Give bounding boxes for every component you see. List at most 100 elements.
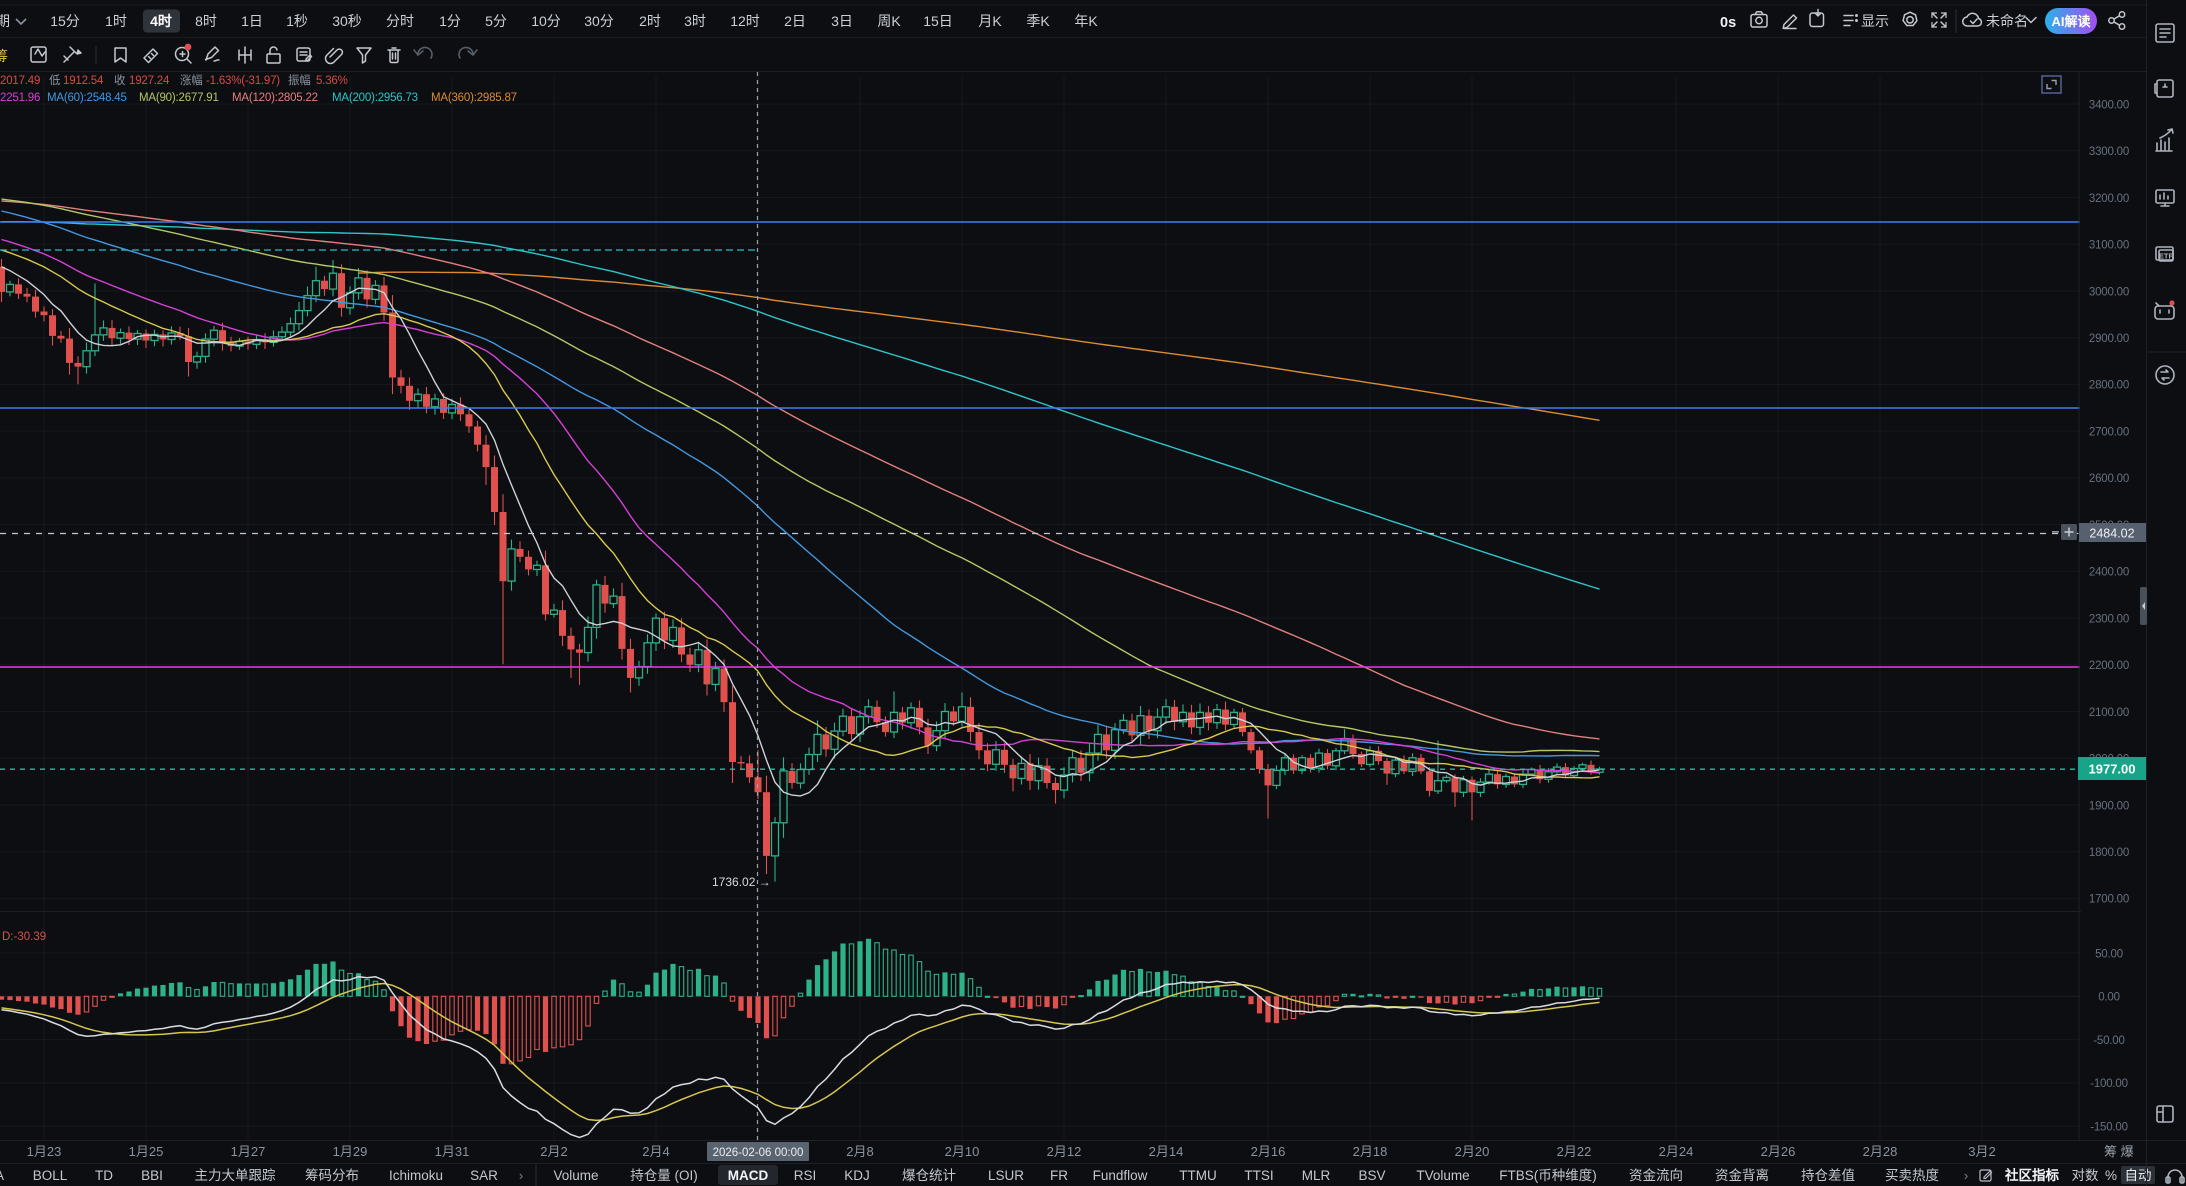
svg-text:资金流向: 资金流向 [1629, 1168, 1683, 1183]
svg-text:收: 收 [114, 73, 126, 87]
svg-text:2300.00: 2300.00 [2089, 613, 2129, 625]
svg-text:2月2: 2月2 [540, 1144, 567, 1159]
svg-text:2月12: 2月12 [1047, 1144, 1082, 1159]
svg-text:AI解读: AI解读 [2051, 14, 2090, 29]
svg-text:-100.00: -100.00 [2090, 1078, 2128, 1090]
svg-text:TVolume: TVolume [1416, 1168, 1469, 1183]
svg-text:3200.00: 3200.00 [2089, 193, 2129, 205]
svg-text:15分: 15分 [50, 13, 80, 29]
svg-text:1时: 1时 [105, 13, 127, 29]
svg-text:-50.00: -50.00 [2093, 1035, 2124, 1047]
svg-text:5.36%: 5.36% [316, 75, 348, 87]
svg-text:1月23: 1月23 [27, 1144, 62, 1159]
svg-text:10分: 10分 [531, 13, 561, 29]
svg-text:Volume: Volume [553, 1168, 598, 1183]
svg-text:2日: 2日 [784, 13, 806, 29]
svg-text:TD: TD [95, 1168, 113, 1183]
svg-text:2月22: 2月22 [1557, 1144, 1592, 1159]
svg-text:1927.24: 1927.24 [129, 75, 170, 87]
svg-text:2200.00: 2200.00 [2089, 660, 2129, 672]
svg-text:BSV: BSV [1358, 1168, 1385, 1183]
svg-text:2月26: 2月26 [1761, 1144, 1796, 1159]
svg-text:1分: 1分 [439, 13, 461, 29]
svg-text:3100.00: 3100.00 [2089, 240, 2129, 252]
svg-text:1秒: 1秒 [286, 13, 308, 29]
svg-text:1月29: 1月29 [333, 1144, 368, 1159]
svg-text:对数: 对数 [2072, 1168, 2100, 1183]
svg-text:2400.00: 2400.00 [2089, 567, 2129, 579]
svg-text:2月14: 2月14 [1149, 1144, 1184, 1159]
svg-text:SAR: SAR [470, 1168, 498, 1183]
svg-text:MLR: MLR [1302, 1168, 1331, 1183]
svg-text:BOLL: BOLL [33, 1168, 68, 1183]
svg-text:2700.00: 2700.00 [2089, 426, 2129, 438]
svg-text:振幅: 振幅 [288, 73, 311, 87]
svg-text:Fundflow: Fundflow [1093, 1168, 1148, 1183]
svg-text:2800.00: 2800.00 [2089, 380, 2129, 392]
svg-text:筹码分布: 筹码分布 [305, 1167, 359, 1183]
svg-text:1800.00: 1800.00 [2089, 847, 2129, 859]
svg-text:主力大单跟踪: 主力大单跟踪 [195, 1168, 276, 1183]
svg-text:MA(90):2677.91: MA(90):2677.91 [139, 92, 219, 104]
svg-text:2017.49: 2017.49 [0, 75, 40, 87]
svg-text:MA(360):2985.87: MA(360):2985.87 [431, 92, 517, 104]
svg-text:周K: 周K [877, 13, 901, 29]
svg-text:爆仓统计: 爆仓统计 [902, 1168, 956, 1183]
svg-text:0s: 0s [1720, 15, 1736, 31]
svg-text:2月8: 2月8 [846, 1144, 873, 1159]
svg-text:分时: 分时 [386, 13, 414, 29]
svg-text:2600.00: 2600.00 [2089, 473, 2129, 485]
svg-text:期: 期 [0, 13, 10, 29]
svg-text:2月10: 2月10 [945, 1144, 980, 1159]
svg-text:买卖热度: 买卖热度 [1885, 1168, 1939, 1183]
svg-text:2月4: 2月4 [642, 1144, 669, 1159]
svg-text:1736.02 →: 1736.02 → [712, 875, 771, 889]
svg-text:30分: 30分 [584, 13, 614, 29]
svg-text:年K: 年K [1074, 13, 1098, 29]
svg-text:8时: 8时 [195, 13, 217, 29]
svg-text:3时: 3时 [684, 13, 706, 29]
svg-text:-1.63%(-31.97): -1.63%(-31.97) [206, 75, 280, 87]
svg-text:RSI: RSI [794, 1168, 817, 1183]
svg-text:LSUR: LSUR [988, 1168, 1024, 1183]
svg-text:12时: 12时 [730, 13, 760, 29]
svg-text:3300.00: 3300.00 [2089, 146, 2129, 158]
svg-text:FR: FR [1050, 1168, 1068, 1183]
svg-text:MA(120):2805.22: MA(120):2805.22 [232, 92, 318, 104]
svg-text:›: › [519, 1168, 523, 1183]
svg-text:1日: 1日 [241, 13, 263, 29]
svg-text:1700.00: 1700.00 [2089, 894, 2129, 906]
svg-text:2251.96: 2251.96 [0, 92, 40, 104]
svg-text:1月27: 1月27 [231, 1144, 266, 1159]
svg-text:MA(200):2956.73: MA(200):2956.73 [332, 92, 418, 104]
svg-text:2月16: 2月16 [1251, 1144, 1286, 1159]
svg-text:筹: 筹 [0, 48, 8, 64]
svg-text:低: 低 [49, 74, 61, 87]
svg-text:3000.00: 3000.00 [2089, 286, 2129, 298]
svg-text:月K: 月K [978, 13, 1002, 29]
svg-text:4时: 4时 [150, 13, 172, 29]
svg-text:FTBS(币种维度): FTBS(币种维度) [1499, 1168, 1597, 1183]
svg-text:1977.00: 1977.00 [2089, 762, 2136, 777]
svg-text:TTSI: TTSI [1244, 1168, 1273, 1183]
svg-text:5分: 5分 [485, 13, 507, 29]
svg-text:2100.00: 2100.00 [2089, 707, 2129, 719]
svg-text:2484.02: 2484.02 [2089, 527, 2134, 541]
svg-text:D:-30.39: D:-30.39 [2, 931, 46, 943]
svg-text:0.00: 0.00 [2098, 992, 2120, 1004]
svg-text:3日: 3日 [831, 13, 853, 29]
svg-text:社区指标: 社区指标 [2004, 1167, 2060, 1183]
svg-text:MACD: MACD [728, 1168, 769, 1183]
svg-text:1月31: 1月31 [435, 1144, 470, 1159]
svg-text:15日: 15日 [923, 13, 953, 29]
svg-text:Ichimoku: Ichimoku [389, 1168, 443, 1183]
svg-text:A: A [0, 1168, 4, 1183]
svg-text:持仓量 (OI): 持仓量 (OI) [630, 1168, 698, 1183]
svg-text:2900.00: 2900.00 [2089, 333, 2129, 345]
svg-text:显示: 显示 [1861, 13, 1889, 29]
svg-text:资金背离: 资金背离 [1715, 1167, 1769, 1183]
svg-text:MA(60):2548.45: MA(60):2548.45 [47, 92, 127, 104]
svg-text:KDJ: KDJ [844, 1168, 870, 1183]
svg-text:ETF: ETF [2159, 252, 2174, 261]
svg-text:2月24: 2月24 [1659, 1144, 1694, 1159]
